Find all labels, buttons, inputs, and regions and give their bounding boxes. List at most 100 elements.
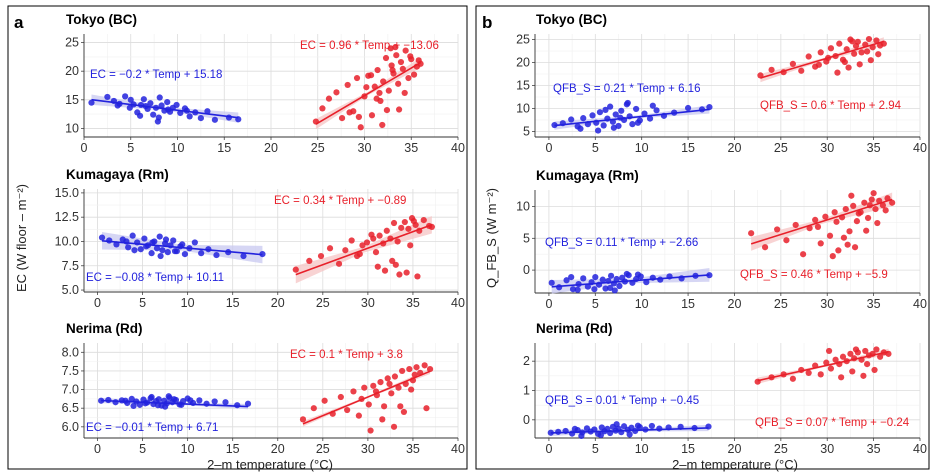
data-point	[211, 398, 218, 405]
y-tick-label: 6.5	[62, 401, 79, 415]
data-point	[555, 428, 562, 435]
data-point	[154, 118, 161, 125]
x-tick-label: 0	[81, 141, 88, 155]
data-point	[306, 257, 313, 265]
data-point	[319, 105, 326, 112]
data-point	[410, 217, 417, 225]
y-tick-label: 8.0	[62, 345, 79, 359]
x-tick-label: 5	[139, 442, 146, 456]
data-point	[357, 124, 364, 131]
data-point	[610, 124, 617, 131]
data-point	[178, 401, 185, 408]
data-point	[383, 227, 390, 234]
data-point	[817, 49, 824, 56]
data-point	[841, 58, 848, 66]
data-point	[835, 247, 842, 254]
y-tick-label: 10.0	[55, 234, 79, 248]
data-point	[390, 219, 398, 227]
data-point	[141, 235, 148, 242]
y-tick-label: 10	[65, 121, 79, 135]
panel-b-label: b	[482, 13, 492, 32]
data-point	[164, 98, 171, 106]
data-point	[577, 125, 584, 132]
regression-line	[757, 350, 889, 382]
panel-a-xlabel: 2–m temperature (°C)	[207, 457, 333, 472]
data-point	[845, 64, 852, 71]
data-point	[142, 400, 149, 407]
data-point	[580, 115, 587, 122]
x-tick-label: 35	[406, 296, 420, 310]
regression-line	[101, 399, 249, 408]
data-point	[171, 248, 179, 255]
y-tick-label: 2	[523, 354, 530, 368]
data-point	[397, 58, 405, 66]
data-point	[874, 219, 881, 227]
data-point	[607, 284, 614, 292]
data-point	[792, 221, 799, 229]
data-point	[403, 269, 410, 276]
data-point	[170, 237, 177, 244]
x-tick-label: 15	[226, 442, 240, 456]
data-point	[633, 105, 640, 113]
data-point	[391, 373, 399, 380]
data-point	[372, 249, 380, 256]
data-point	[373, 95, 380, 102]
x-tick-label: 0	[94, 442, 101, 456]
data-point	[815, 61, 822, 68]
data-point	[400, 408, 408, 416]
x-tick-label: 30	[361, 442, 375, 456]
x-tick-label: 5	[592, 297, 599, 311]
data-point	[388, 390, 395, 397]
data-point	[602, 285, 609, 292]
regression-equation: EC = −0.2 * Temp + 15.18	[90, 69, 222, 81]
data-point	[222, 399, 229, 406]
data-point	[147, 100, 154, 107]
regression-line	[550, 427, 709, 434]
data-point	[203, 400, 210, 407]
data-point	[817, 240, 824, 247]
data-point	[159, 247, 166, 254]
data-point	[420, 216, 427, 224]
data-point	[395, 80, 402, 87]
data-point	[162, 403, 169, 410]
data-point	[851, 244, 859, 251]
data-point	[370, 235, 377, 242]
data-point	[879, 202, 886, 209]
data-point	[860, 372, 867, 379]
panel-b-xlabel: 2–m temperature (°C)	[672, 457, 798, 472]
data-point	[629, 121, 636, 128]
data-point	[112, 399, 119, 406]
data-point	[361, 384, 368, 391]
data-point	[381, 267, 389, 274]
data-point	[348, 237, 355, 244]
regression-equation: QFB_S = 0.01 * Temp + −0.45	[545, 395, 699, 407]
data-point	[825, 347, 833, 355]
subplot-title: Tokyo (BC)	[66, 12, 137, 27]
data-point	[649, 102, 656, 109]
data-point	[833, 218, 840, 225]
data-point	[344, 81, 351, 89]
data-point	[98, 234, 106, 241]
data-point	[389, 66, 396, 74]
regression-line	[295, 223, 433, 276]
data-point	[615, 122, 622, 130]
data-point	[826, 232, 834, 239]
y-tick-label: 20	[516, 56, 530, 70]
x-tick-label: 35	[867, 141, 881, 155]
data-point	[394, 238, 401, 245]
data-point	[574, 286, 581, 293]
x-tick-label: 15	[217, 141, 231, 155]
y-tick-label: 5	[523, 124, 530, 138]
x-tick-label: 40	[451, 296, 465, 310]
data-point	[851, 50, 858, 57]
data-point	[657, 276, 664, 283]
data-point	[149, 239, 156, 246]
data-point	[155, 396, 162, 403]
subplot-2: 0 5 10 15 20 25 30 35 40 6.0 6.5 7.0 7.5 8.0 Nerima (R…	[62, 321, 465, 456]
x-tick-label: 5	[592, 141, 599, 155]
y-tick-label: 15.0	[55, 186, 79, 200]
x-tick-label: 35	[404, 141, 418, 155]
data-point	[861, 199, 868, 206]
data-point	[104, 93, 111, 101]
data-point	[396, 271, 403, 278]
